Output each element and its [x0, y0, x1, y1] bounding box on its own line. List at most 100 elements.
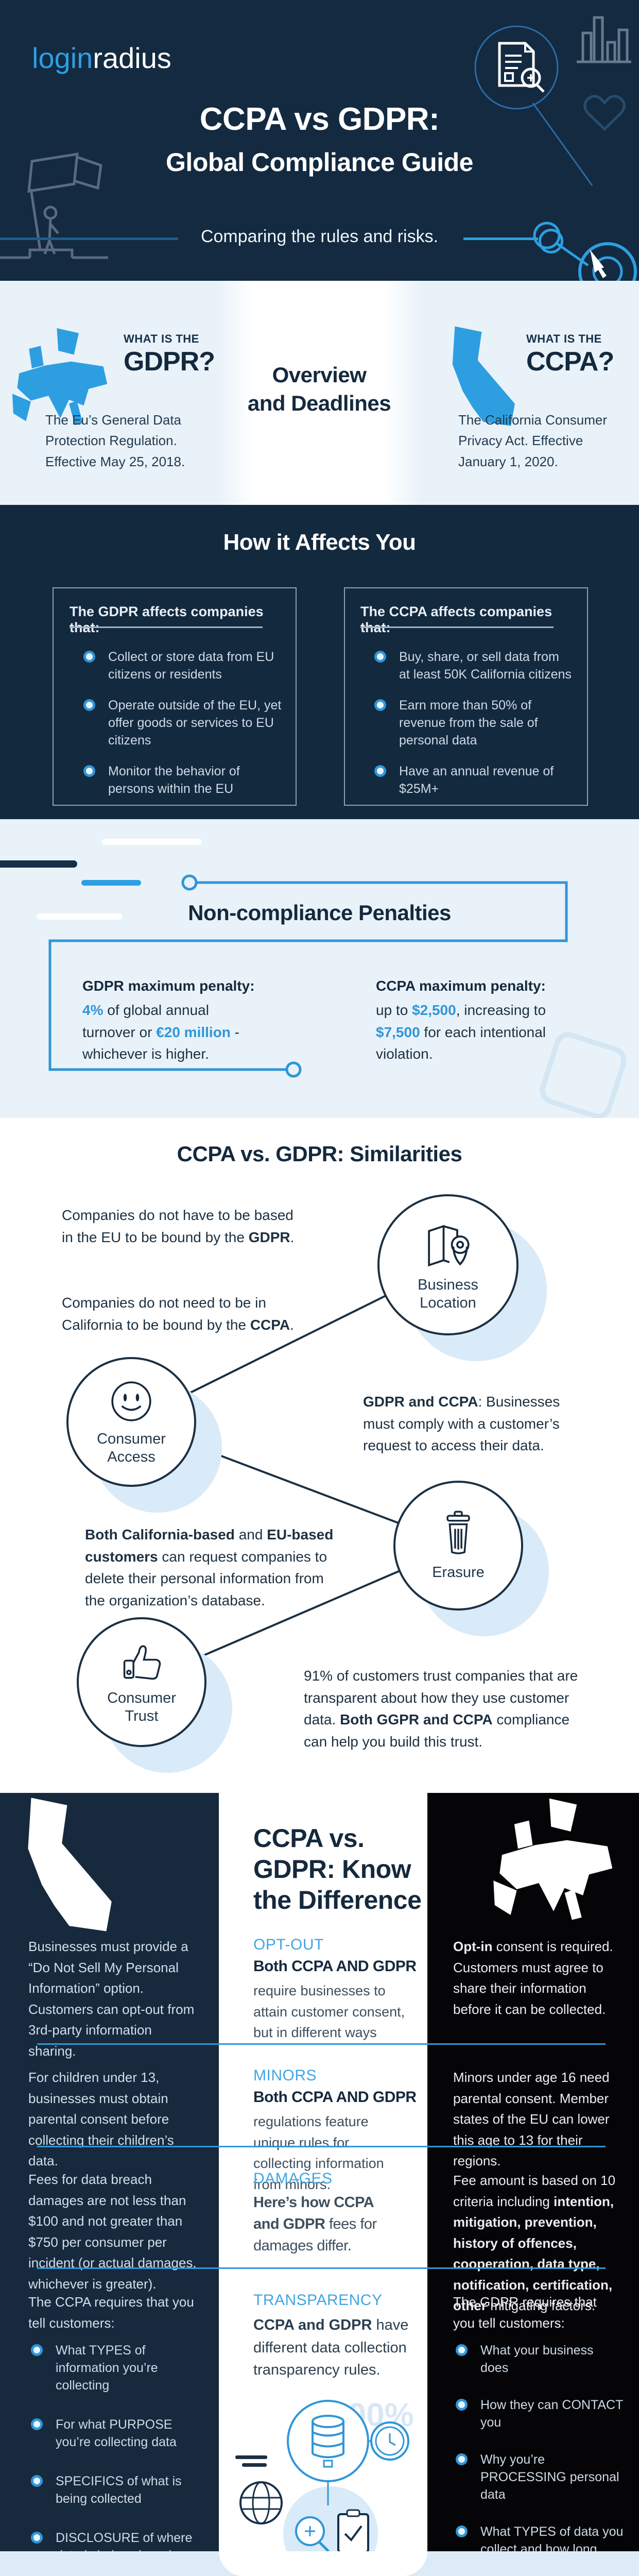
ccpa-box-divider: [360, 626, 554, 628]
minors-center-bold: Both CCPA AND GDPR: [253, 2089, 417, 2106]
gdpr-bullets: Collect or store data from EU citizens o…: [82, 648, 283, 811]
optout-label: OPT-OUT: [253, 1936, 324, 1953]
gdpr-penalty-text: 4% of global annual turnover or €20 mill…: [82, 1002, 239, 1062]
row-divider: [37, 2146, 606, 2147]
thumbs-up-icon: [123, 1645, 161, 1680]
circle-label: Erasure: [432, 1564, 485, 1581]
consumer-access-circle: Consumer Access: [66, 1357, 196, 1487]
list-item: For what PURPOSE you’re collecting data: [30, 2416, 200, 2451]
list-item: Monitor the behavior of persons within t…: [82, 762, 283, 798]
ccpa-title: CCPA?: [526, 347, 614, 377]
minors-center-body: regulations feature unique rules for col…: [253, 2114, 384, 2192]
europe-map-white: [493, 1798, 613, 1920]
ccpa-affects-box: [344, 587, 588, 806]
header-section: [0, 0, 639, 281]
transparency-center-text: CCPA and GDPR have different data collec…: [253, 2317, 409, 2378]
transparency-gdpr-bullets: What your business does How they can CON…: [455, 2342, 625, 2576]
difference-title-line2: GDPR: Know: [253, 1855, 411, 1884]
ccpa-box-title: The CCPA affects companies that:: [360, 604, 552, 635]
circle-label: Consumer Access: [97, 1430, 166, 1465]
center-column-cap: [219, 2551, 427, 2576]
minors-label: MINORS: [253, 2067, 317, 2084]
difference-title-line1: CCPA vs.: [253, 1824, 365, 1853]
overview-center-title: Overview and Deadlines: [221, 361, 417, 418]
penalties-section: [0, 819, 639, 1118]
difference-gdpr-column: [427, 1793, 639, 2551]
gdpr-affects-box: [53, 587, 297, 806]
transparency-ccpa-intro: The CCPA requires that you tell customer…: [28, 2294, 194, 2331]
damages-label: DAMAGES: [253, 2170, 333, 2187]
overview-center-band: [216, 281, 422, 505]
transparency-ccpa-bullets: What TYPES of information you’re collect…: [30, 2342, 200, 2576]
list-item: How they can CONTACT you: [455, 2396, 625, 2431]
subtitle-line-left: [0, 238, 178, 240]
ccpa-penalty-text: up to $2,500, increasing to $7,500 for e…: [376, 1002, 546, 1062]
list-item: Earn more than 50% of revenue from the s…: [373, 697, 572, 749]
similarity-text-trust: 91% of customers trust companies that ar…: [304, 1668, 578, 1750]
minors-gdpr-text: Minors under age 16 need parental consen…: [453, 2070, 610, 2169]
ccpa-bullets: Buy, share, or sell data from at least 5…: [373, 648, 572, 811]
optout-center-bold: Both CCPA AND GDPR: [253, 1958, 417, 1975]
ccpa-penalty-label: CCPA maximum penalty:: [376, 978, 546, 994]
page-title-line2: Global Compliance Guide: [166, 148, 473, 177]
list-item: What TYPES of information you’re collect…: [30, 2342, 200, 2394]
similarity-text-gdpr: Companies do not have to be based in the…: [62, 1207, 295, 1245]
list-item: What your business does: [455, 2342, 625, 2377]
ccpa-kicker: WHAT IS THE: [526, 332, 602, 345]
erasure-circle: Erasure: [393, 1481, 523, 1611]
list-item: Buy, share, or sell data from at least 5…: [373, 648, 572, 683]
difference-title-line3: the Difference: [253, 1886, 422, 1914]
damages-ccpa-text: Fees for data breach damages are not les…: [28, 2172, 197, 2292]
consumer-trust-circle: Consumer Trust: [77, 1617, 206, 1747]
logo: loginradius: [32, 41, 171, 75]
optout-ccpa-text: Businesses must provide a “Do Not Sell M…: [28, 1939, 195, 2059]
list-item: Collect or store data from EU citizens o…: [82, 648, 283, 683]
deco-bar: [0, 860, 77, 868]
page-title-line1: CCPA vs GDPR:: [199, 101, 440, 137]
overview-center-line1: Overview: [272, 363, 367, 387]
penalties-bracket-line: [48, 874, 568, 1078]
penalties-title: Non-compliance Penalties: [188, 901, 451, 925]
circle-label: Business Location: [418, 1276, 478, 1311]
circle-label: Consumer Trust: [107, 1689, 176, 1724]
list-item: Operate outside of the EU, yet offer goo…: [82, 697, 283, 749]
damages-gdpr-text: Fee amount is based on 10 criteria inclu…: [453, 2173, 616, 2314]
similarity-text-erasure: Both California-based and EU-based custo…: [85, 1527, 334, 1608]
optout-gdpr-text: Opt-in consent is required. Customers mu…: [453, 1939, 613, 2017]
subtitle-node-circle: [539, 229, 563, 253]
gdpr-desc: The Eu’s General Data Protection Regulat…: [45, 412, 185, 469]
trash-icon: [446, 1511, 470, 1555]
difference-title: CCPA vs. GDPR: Know the Difference: [253, 1823, 422, 1916]
affects-section: [0, 505, 639, 819]
similarity-text-access: GDPR and CCPA: Businesses must comply wi…: [363, 1394, 560, 1454]
cursor-click-icon: [532, 103, 637, 281]
transparency-gdpr-intro: The GDPR requires that you tell customer…: [453, 2294, 597, 2331]
flag-person-icon: [0, 152, 108, 259]
transparency-label: TRANSPARENCY: [253, 2292, 383, 2309]
document-magnifier-icon: [474, 25, 559, 110]
similarity-text-ccpa: Companies do not need to be in Californi…: [62, 1295, 294, 1333]
deco-bar: [37, 913, 123, 920]
gdpr-box-divider: [70, 626, 263, 628]
california-map-white: [28, 1798, 112, 1931]
list-item: SPECIFICS of what is being collected: [30, 2472, 200, 2507]
gdpr-title: GDPR?: [124, 347, 215, 377]
gdpr-box-title: The GDPR affects companies that:: [70, 604, 264, 635]
similarities-title: CCPA vs. GDPR: Similarities: [177, 1142, 462, 1166]
page-subtitle: Comparing the rules and risks.: [200, 227, 439, 246]
subtitle-line-right: [463, 238, 538, 240]
row-divider: [37, 2043, 606, 2045]
logo-login: login: [32, 42, 93, 74]
europe-map: [12, 328, 108, 426]
ccpa-desc: The California Consumer Privacy Act. Eff…: [458, 412, 608, 469]
business-location-circle: Business Location: [377, 1194, 519, 1335]
gdpr-penalty-label: GDPR maximum penalty:: [82, 978, 255, 994]
california-map: [452, 326, 515, 426]
damages-center-text: Here’s how CCPA and GDPR fees for damage…: [253, 2194, 377, 2255]
row-divider: [37, 2267, 606, 2269]
minors-ccpa-text: For children under 13, businesses must o…: [28, 2070, 174, 2169]
list-item: Why you’re PROCESSING personal data: [455, 2451, 625, 2503]
gdpr-kicker: WHAT IS THE: [124, 332, 199, 345]
logo-radius: radius: [93, 42, 171, 74]
